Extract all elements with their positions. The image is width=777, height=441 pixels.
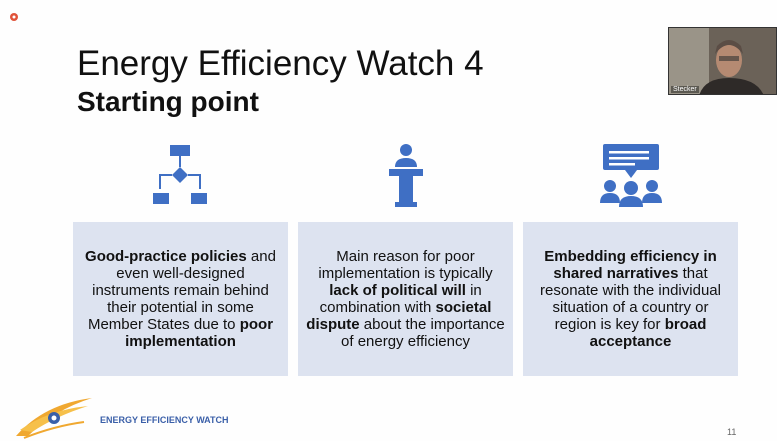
- slide-subtitle: Starting point: [77, 86, 259, 118]
- box-text: Embedding efficiency in shared narrative…: [531, 248, 730, 350]
- text-box: Good-practice policies and even well-des…: [73, 222, 288, 376]
- record-indicator: [9, 12, 19, 22]
- logo-swoosh: [14, 396, 96, 440]
- slide: Energy Efficiency Watch 4 Starting point: [0, 0, 777, 441]
- text-segment: about the importance of energy efficienc…: [341, 316, 505, 350]
- logo-text: ENERGY EFFICIENCY WATCH: [100, 415, 229, 425]
- box-text: Good-practice policies and even well-des…: [81, 248, 280, 350]
- slide-title: Energy Efficiency Watch 4: [77, 44, 484, 84]
- text-box: Embedding efficiency in shared narrative…: [523, 222, 738, 376]
- participant-name: Stecker: [671, 86, 699, 93]
- text-segment: Main reason for poor implementation is t…: [318, 248, 492, 282]
- video-tile[interactable]: Stecker: [668, 27, 777, 95]
- box-text: Main reason for poor implementation is t…: [306, 248, 505, 350]
- flowchart-icon: [150, 143, 212, 207]
- text-segment: lack of political will: [329, 282, 466, 299]
- podium-icon: [386, 143, 426, 209]
- video-feed: [669, 28, 777, 95]
- text-segment: Good-practice policies: [85, 248, 247, 265]
- page-number: 11: [727, 427, 736, 437]
- text-box: Main reason for poor implementation is t…: [298, 222, 513, 376]
- discussion-icon: [599, 142, 663, 208]
